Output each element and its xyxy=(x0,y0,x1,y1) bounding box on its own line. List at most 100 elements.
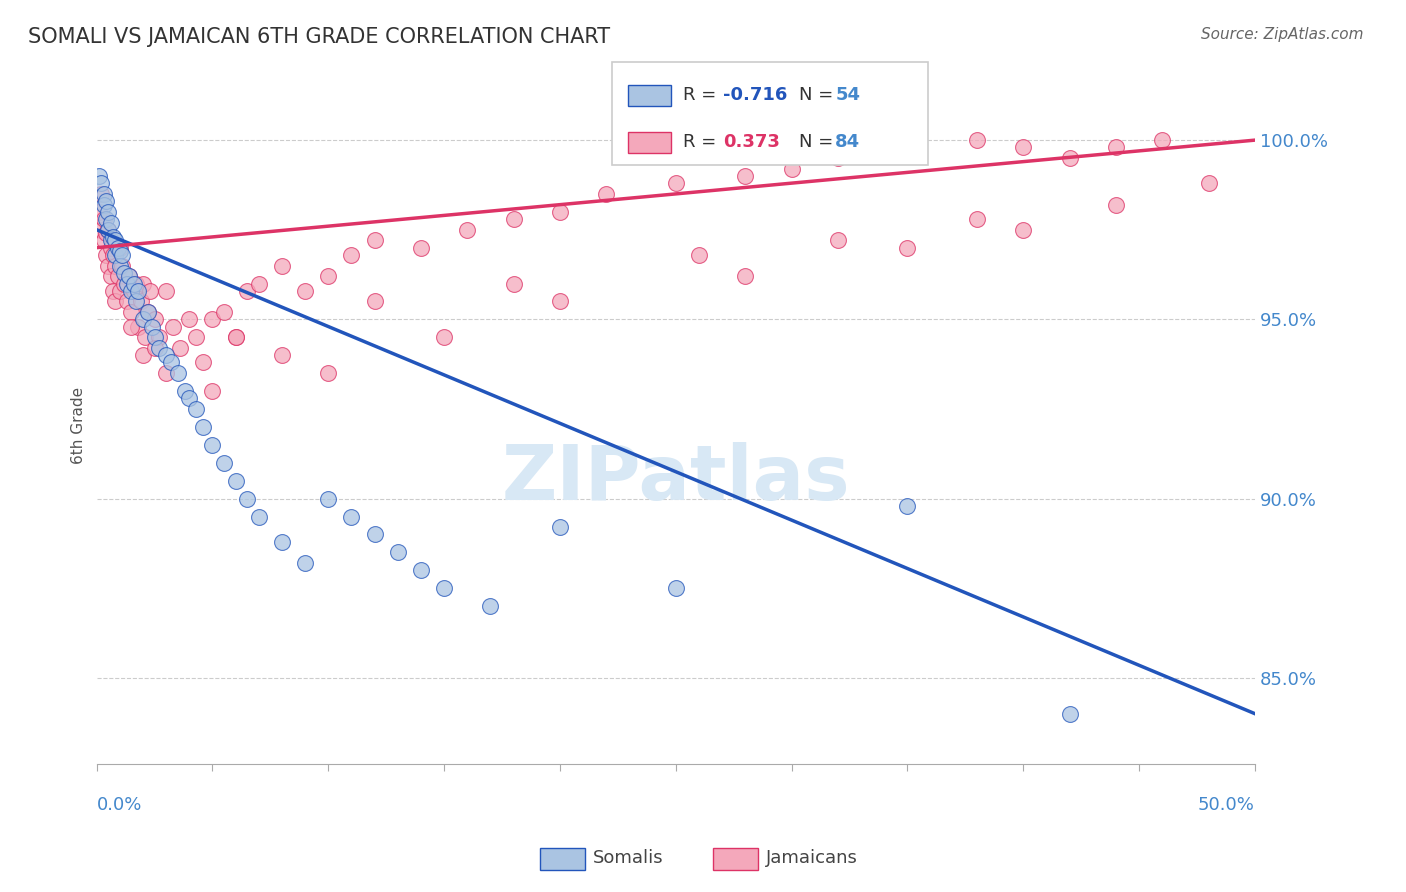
Point xyxy=(90,186,112,201)
Point xyxy=(896,241,918,255)
Text: R =: R = xyxy=(683,87,723,104)
Point xyxy=(433,330,456,344)
Point xyxy=(502,212,524,227)
Point xyxy=(363,234,385,248)
Point xyxy=(104,294,127,309)
Point xyxy=(502,277,524,291)
Point xyxy=(122,284,145,298)
Point xyxy=(409,241,432,255)
Point xyxy=(225,474,247,488)
Text: ZIPatlas: ZIPatlas xyxy=(502,442,851,516)
Point xyxy=(87,169,110,183)
Point xyxy=(97,223,120,237)
Point xyxy=(212,305,235,319)
Point xyxy=(97,259,120,273)
Point xyxy=(120,305,142,319)
Point xyxy=(827,151,849,165)
Point xyxy=(100,241,122,255)
Point xyxy=(108,241,131,255)
Point xyxy=(548,520,571,534)
Point xyxy=(143,341,166,355)
Point xyxy=(108,244,131,259)
Point xyxy=(271,259,294,273)
Point xyxy=(118,269,141,284)
Text: 0.373: 0.373 xyxy=(723,134,779,152)
Point xyxy=(193,420,215,434)
Point xyxy=(93,212,115,227)
Point xyxy=(363,527,385,541)
Point xyxy=(162,319,184,334)
Point xyxy=(94,248,117,262)
Point xyxy=(100,269,122,284)
Point xyxy=(97,204,120,219)
Point xyxy=(1012,140,1035,154)
Point xyxy=(433,581,456,595)
Point xyxy=(129,294,152,309)
Point xyxy=(125,294,148,309)
Text: 84: 84 xyxy=(835,134,860,152)
Point xyxy=(966,212,988,227)
Point xyxy=(107,241,129,255)
Point xyxy=(1105,140,1128,154)
Point xyxy=(236,491,259,506)
Point xyxy=(173,384,195,398)
Point xyxy=(155,348,177,362)
Point xyxy=(271,348,294,362)
Point xyxy=(134,330,156,344)
Point xyxy=(548,204,571,219)
Text: Source: ZipAtlas.com: Source: ZipAtlas.com xyxy=(1201,27,1364,42)
Point xyxy=(966,133,988,147)
Point xyxy=(148,341,170,355)
Point xyxy=(166,366,188,380)
Point xyxy=(595,186,617,201)
Point xyxy=(456,223,478,237)
Point xyxy=(827,234,849,248)
Text: N =: N = xyxy=(799,87,838,104)
Point xyxy=(1152,133,1174,147)
Point xyxy=(1105,197,1128,211)
Text: N =: N = xyxy=(799,134,838,152)
Point xyxy=(896,499,918,513)
Point xyxy=(136,305,159,319)
Point xyxy=(108,259,131,273)
Point xyxy=(94,212,117,227)
Point xyxy=(141,319,163,334)
Point xyxy=(93,186,115,201)
Point xyxy=(115,294,138,309)
Point xyxy=(212,456,235,470)
Point xyxy=(118,269,141,284)
Point xyxy=(127,319,149,334)
Point xyxy=(120,319,142,334)
Point xyxy=(132,312,155,326)
Point xyxy=(316,269,339,284)
Point xyxy=(148,330,170,344)
Point xyxy=(107,269,129,284)
Point xyxy=(155,284,177,298)
Text: SOMALI VS JAMAICAN 6TH GRADE CORRELATION CHART: SOMALI VS JAMAICAN 6TH GRADE CORRELATION… xyxy=(28,27,610,46)
Point xyxy=(193,355,215,369)
Point xyxy=(101,284,124,298)
Point xyxy=(340,509,363,524)
Point xyxy=(363,294,385,309)
Point xyxy=(87,204,110,219)
Point xyxy=(780,161,803,176)
Point xyxy=(1198,176,1220,190)
Point xyxy=(94,194,117,208)
Point xyxy=(665,176,688,190)
Point xyxy=(104,234,127,248)
Point xyxy=(479,599,502,614)
Point xyxy=(132,277,155,291)
Point xyxy=(201,312,224,326)
Point xyxy=(186,401,208,416)
Point xyxy=(159,355,181,369)
Point xyxy=(734,169,756,183)
Point xyxy=(115,277,138,291)
Point xyxy=(1012,223,1035,237)
Point xyxy=(247,277,270,291)
Text: 54: 54 xyxy=(835,87,860,104)
Text: Jamaicans: Jamaicans xyxy=(766,849,858,867)
Text: Somalis: Somalis xyxy=(593,849,664,867)
Point xyxy=(1059,151,1081,165)
Point xyxy=(294,284,316,298)
Point xyxy=(548,294,571,309)
